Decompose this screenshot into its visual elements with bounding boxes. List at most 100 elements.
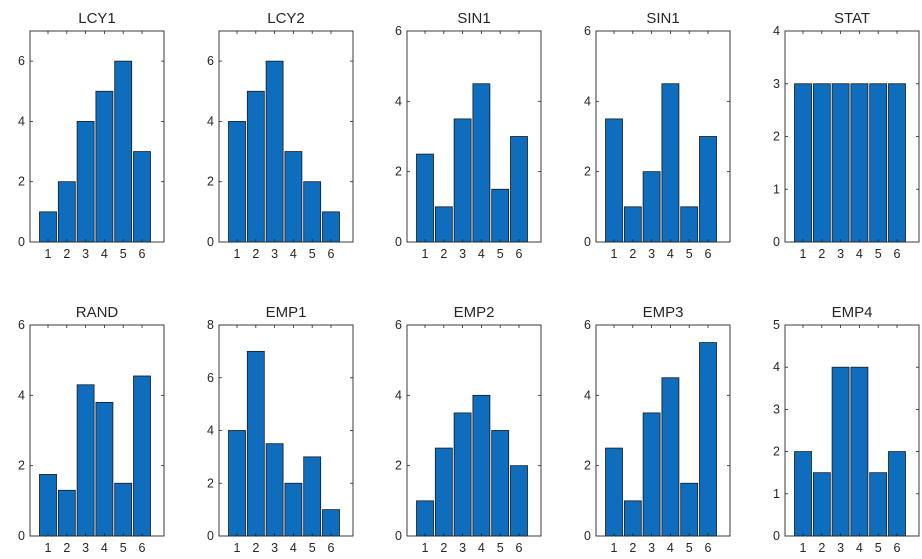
x-tick-label: 4 bbox=[290, 247, 297, 261]
x-tick-label: 1 bbox=[45, 247, 52, 261]
x-tick-label: 4 bbox=[101, 541, 108, 555]
bar bbox=[699, 342, 717, 537]
x-tick-label: 1 bbox=[800, 247, 807, 261]
y-tick-label: 0 bbox=[773, 529, 780, 543]
x-tick-label: 6 bbox=[139, 541, 146, 555]
y-tick-label: 4 bbox=[18, 388, 25, 402]
y-tick-label: 2 bbox=[773, 445, 780, 459]
bar bbox=[133, 151, 151, 243]
y-tick-label: 2 bbox=[18, 175, 25, 189]
x-tick-label: 5 bbox=[875, 247, 882, 261]
chart-title: SIN1 bbox=[646, 10, 679, 27]
bar bbox=[831, 366, 850, 537]
chart-title: RAND bbox=[76, 304, 119, 321]
x-tick-label: 5 bbox=[497, 541, 504, 555]
chart-title: LCY1 bbox=[78, 10, 116, 27]
y-tick-label: 4 bbox=[773, 360, 780, 374]
bar bbox=[228, 121, 246, 243]
x-tick-label: 6 bbox=[705, 247, 712, 261]
x-tick-label: 3 bbox=[648, 247, 655, 261]
x-tick-label: 1 bbox=[422, 247, 429, 261]
y-tick-label: 4 bbox=[18, 114, 25, 128]
x-tick-label: 2 bbox=[629, 541, 636, 555]
x-tick-label: 6 bbox=[705, 541, 712, 555]
x-tick-label: 2 bbox=[440, 247, 447, 261]
y-tick-label: 6 bbox=[395, 318, 402, 332]
x-tick-label: 5 bbox=[120, 247, 127, 261]
bar bbox=[888, 83, 906, 243]
bar bbox=[434, 447, 453, 537]
bar bbox=[623, 206, 642, 243]
chart-title: EMP3 bbox=[643, 304, 684, 321]
bar bbox=[322, 211, 340, 243]
y-tick-label: 0 bbox=[207, 529, 214, 543]
x-tick-label: 6 bbox=[894, 247, 901, 261]
y-tick-label: 5 bbox=[773, 318, 780, 332]
bar bbox=[303, 181, 322, 243]
bar bbox=[114, 60, 133, 243]
bar bbox=[661, 377, 680, 537]
bar bbox=[605, 447, 623, 537]
bar bbox=[265, 443, 284, 537]
y-tick-label: 2 bbox=[395, 459, 402, 473]
y-tick-label: 2 bbox=[207, 175, 214, 189]
x-tick-label: 3 bbox=[837, 541, 844, 555]
y-tick-label: 1 bbox=[773, 182, 780, 196]
y-tick-label: 6 bbox=[18, 54, 25, 68]
bar bbox=[642, 171, 661, 243]
axes-box bbox=[29, 30, 165, 243]
x-tick-label: 2 bbox=[440, 541, 447, 555]
bar bbox=[57, 489, 76, 537]
x-tick-label: 4 bbox=[478, 541, 485, 555]
bar bbox=[661, 83, 680, 243]
y-tick-label: 4 bbox=[584, 94, 591, 108]
x-tick-label: 6 bbox=[516, 247, 523, 261]
x-tick-label: 1 bbox=[611, 247, 618, 261]
x-tick-label: 2 bbox=[818, 247, 825, 261]
y-tick-label: 4 bbox=[584, 388, 591, 402]
x-tick-label: 2 bbox=[252, 247, 259, 261]
bar bbox=[114, 482, 133, 537]
axes-box bbox=[784, 30, 920, 243]
y-tick-label: 2 bbox=[395, 165, 402, 179]
axes-box bbox=[406, 324, 542, 537]
bar bbox=[623, 500, 642, 537]
y-tick-label: 6 bbox=[584, 24, 591, 38]
bar bbox=[472, 83, 491, 243]
axes-box bbox=[784, 324, 920, 537]
x-tick-label: 2 bbox=[252, 541, 259, 555]
x-tick-label: 1 bbox=[800, 541, 807, 555]
y-tick-label: 0 bbox=[395, 235, 402, 249]
y-tick-label: 6 bbox=[584, 318, 591, 332]
x-tick-label: 2 bbox=[63, 247, 70, 261]
x-tick-label: 3 bbox=[459, 541, 466, 555]
x-tick-label: 5 bbox=[686, 247, 693, 261]
y-tick-label: 6 bbox=[18, 318, 25, 332]
bar bbox=[303, 456, 322, 537]
x-tick-label: 1 bbox=[234, 247, 241, 261]
y-tick-label: 4 bbox=[395, 94, 402, 108]
bar bbox=[869, 472, 888, 537]
bar bbox=[605, 118, 623, 243]
x-tick-label: 6 bbox=[139, 247, 146, 261]
x-tick-label: 5 bbox=[120, 541, 127, 555]
x-tick-label: 6 bbox=[328, 541, 335, 555]
y-tick-label: 4 bbox=[773, 24, 780, 38]
y-tick-label: 2 bbox=[584, 459, 591, 473]
y-tick-label: 2 bbox=[18, 459, 25, 473]
x-tick-label: 3 bbox=[271, 247, 278, 261]
x-tick-label: 3 bbox=[459, 247, 466, 261]
bar bbox=[416, 153, 434, 243]
bar bbox=[510, 136, 528, 243]
y-tick-label: 0 bbox=[395, 529, 402, 543]
bar bbox=[510, 465, 528, 537]
x-tick-label: 4 bbox=[478, 247, 485, 261]
y-tick-label: 3 bbox=[773, 77, 780, 91]
bar bbox=[265, 60, 284, 243]
x-tick-label: 2 bbox=[629, 247, 636, 261]
axes-box bbox=[218, 324, 354, 537]
